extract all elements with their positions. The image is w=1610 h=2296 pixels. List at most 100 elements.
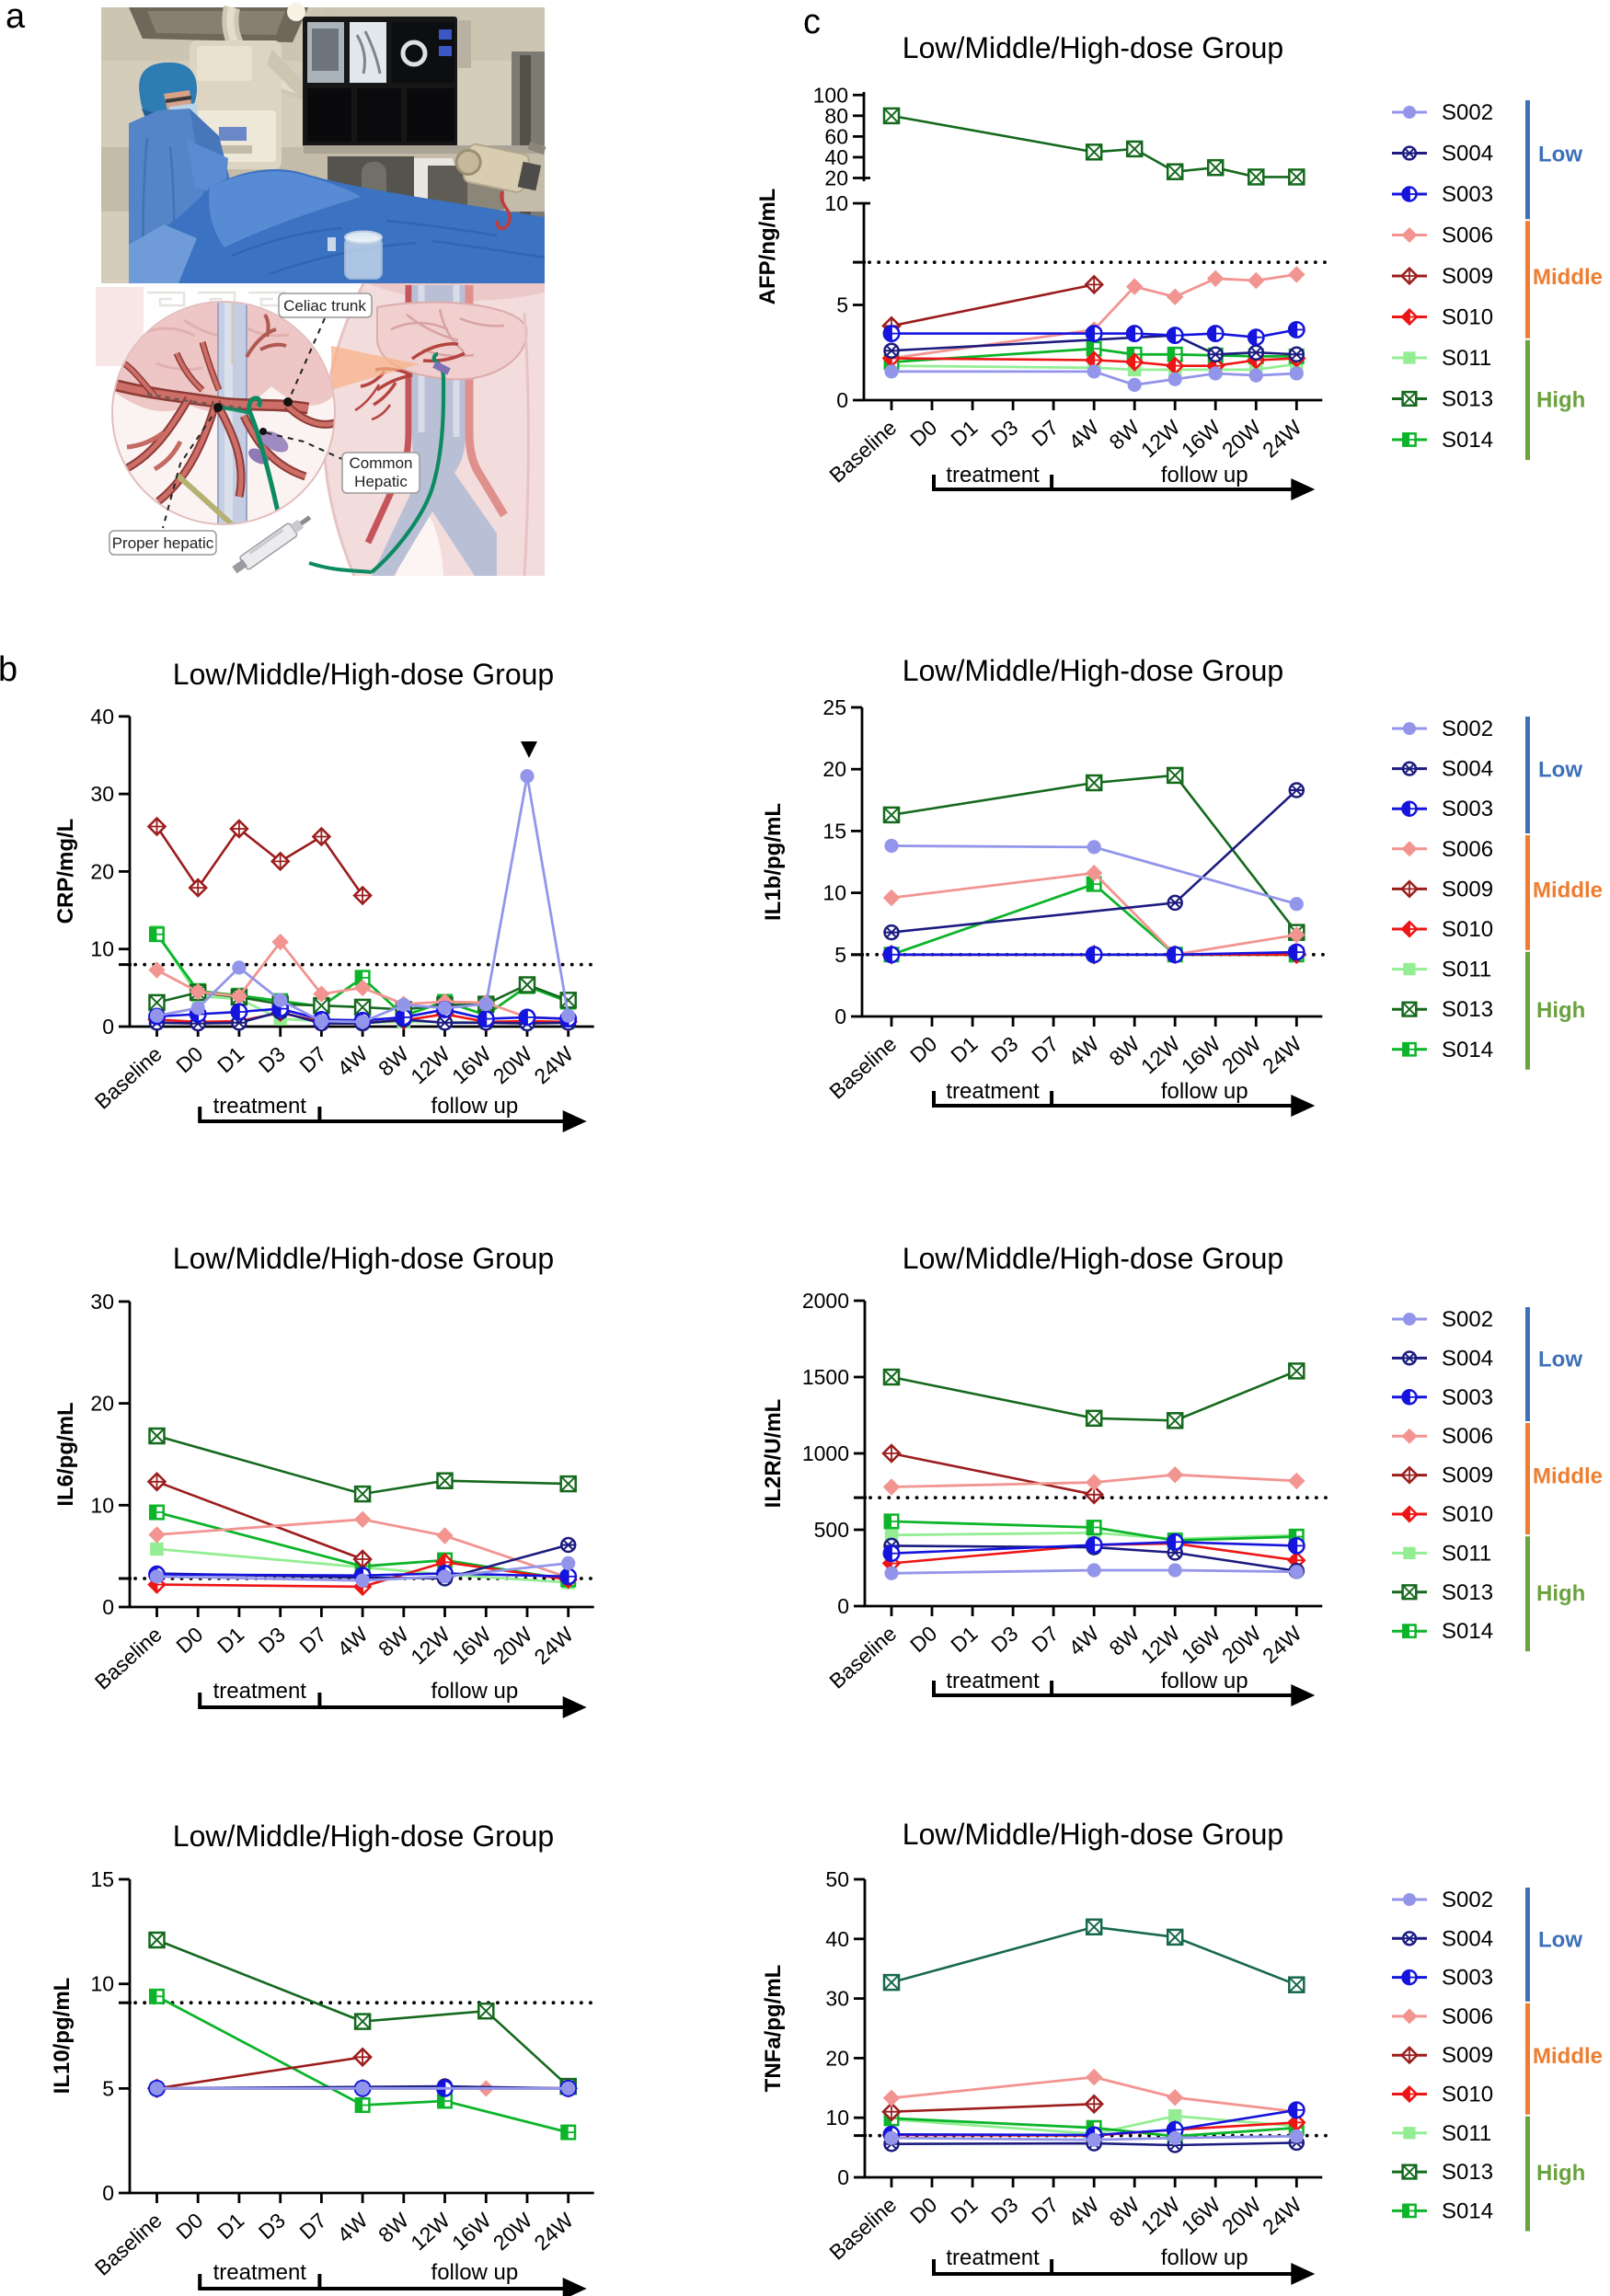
svg-text:S003: S003 [1442,1385,1493,1410]
svg-text:Low/Middle/High-dose Group: Low/Middle/High-dose Group [903,31,1283,64]
svg-text:S009: S009 [1442,2043,1493,2068]
svg-text:5: 5 [836,293,848,317]
svg-text:S006: S006 [1442,224,1493,248]
svg-text:a: a [6,0,26,36]
svg-text:IL6/pg/mL: IL6/pg/mL [53,1402,78,1506]
svg-text:treatment: treatment [946,1669,1040,1693]
svg-text:S003: S003 [1442,797,1493,821]
svg-text:500: 500 [814,1518,849,1542]
svg-text:Low/Middle/High-dose Group: Low/Middle/High-dose Group [173,658,554,691]
svg-text:2000: 2000 [802,1289,849,1313]
svg-text:follow up: follow up [431,1094,519,1119]
svg-text:10: 10 [90,937,114,961]
svg-text:S014: S014 [1442,428,1493,453]
svg-text:High: High [1536,1581,1585,1606]
svg-text:TNFa/pg/mL: TNFa/pg/mL [761,1965,786,2093]
svg-text:80: 80 [824,104,848,128]
svg-text:0: 0 [102,1015,114,1039]
svg-text:Low: Low [1538,1347,1582,1372]
svg-text:S011: S011 [1442,346,1491,371]
svg-text:High: High [1536,2161,1585,2186]
svg-text:S013: S013 [1442,387,1493,412]
svg-text:50: 50 [825,1867,849,1891]
svg-text:S011: S011 [1442,1541,1491,1566]
svg-text:S010: S010 [1442,305,1493,330]
svg-text:S002: S002 [1442,1307,1493,1332]
svg-text:Hepatic: Hepatic [354,473,408,490]
svg-text:Low/Middle/High-dose Group: Low/Middle/High-dose Group [173,1242,554,1275]
svg-text:S002: S002 [1442,100,1493,125]
svg-text:treatment: treatment [213,2260,307,2285]
svg-text:0: 0 [837,2165,849,2189]
svg-text:10: 10 [90,1972,114,1996]
svg-text:Low/Middle/High-dose Group: Low/Middle/High-dose Group [903,1818,1283,1851]
svg-text:CRP/mg/L: CRP/mg/L [53,819,78,924]
svg-text:b: b [0,650,17,689]
svg-text:IL2R/U/mL: IL2R/U/mL [761,1399,786,1509]
svg-text:treatment: treatment [213,1094,307,1119]
svg-text:follow up: follow up [1161,2245,1248,2270]
svg-text:20: 20 [825,2046,849,2070]
svg-text:Middle: Middle [1533,265,1603,290]
svg-text:15: 15 [822,819,846,843]
svg-text:S009: S009 [1442,264,1493,289]
svg-text:40: 40 [825,1927,849,1951]
svg-text:1000: 1000 [802,1441,849,1465]
svg-text:S002: S002 [1442,1888,1493,1912]
svg-text:S003: S003 [1442,1966,1493,1991]
svg-text:S014: S014 [1442,1619,1493,1644]
svg-text:100: 100 [813,83,848,107]
svg-text:S014: S014 [1442,1038,1493,1062]
svg-text:30: 30 [825,1987,849,2011]
svg-text:S010: S010 [1442,917,1493,942]
svg-text:S006: S006 [1442,1424,1493,1449]
svg-text:S010: S010 [1442,2083,1493,2107]
svg-text:follow up: follow up [1161,1079,1248,1104]
svg-text:S013: S013 [1442,2160,1493,2185]
svg-text:5: 5 [102,2076,114,2100]
svg-text:S006: S006 [1442,2004,1493,2029]
svg-text:0: 0 [102,1595,114,1619]
svg-text:20: 20 [822,757,846,781]
svg-text:20: 20 [90,859,114,883]
svg-text:40: 40 [90,705,114,729]
svg-text:follow up: follow up [1161,463,1248,488]
svg-text:Celiac trunk: Celiac trunk [283,297,366,315]
svg-text:10: 10 [90,1493,114,1517]
svg-text:Middle: Middle [1533,1464,1603,1489]
svg-text:S002: S002 [1442,717,1493,741]
svg-text:S006: S006 [1442,837,1493,862]
svg-text:15: 15 [90,1867,114,1891]
svg-text:Low: Low [1538,758,1582,783]
svg-text:Low/Middle/High-dose Group: Low/Middle/High-dose Group [903,654,1283,687]
svg-text:0: 0 [102,2181,114,2205]
svg-text:S011: S011 [1442,958,1491,982]
svg-text:5: 5 [834,943,846,967]
svg-text:treatment: treatment [946,1079,1040,1104]
svg-text:S004: S004 [1442,757,1493,782]
svg-text:10: 10 [822,881,846,905]
svg-text:treatment: treatment [946,463,1040,488]
svg-text:follow up: follow up [431,1679,519,1704]
svg-text:S003: S003 [1442,182,1493,207]
svg-text:40: 40 [824,145,848,169]
svg-text:20: 20 [824,166,848,190]
svg-text:30: 30 [90,782,114,806]
svg-text:0: 0 [836,388,848,412]
svg-text:S004: S004 [1442,1346,1493,1371]
svg-text:Low/Middle/High-dose Group: Low/Middle/High-dose Group [903,1242,1283,1275]
svg-text:S009: S009 [1442,877,1493,901]
svg-text:c: c [803,3,821,41]
svg-text:S009: S009 [1442,1464,1493,1488]
svg-text:Low: Low [1538,143,1582,167]
svg-text:High: High [1536,998,1585,1023]
svg-text:Low/Middle/High-dose Group: Low/Middle/High-dose Group [173,1820,554,1853]
svg-text:S004: S004 [1442,1926,1493,1951]
svg-text:60: 60 [824,124,848,148]
svg-text:IL1b/pg/mL: IL1b/pg/mL [761,803,786,921]
svg-text:10: 10 [825,2106,849,2130]
svg-text:treatment: treatment [946,2245,1040,2270]
svg-text:treatment: treatment [213,1679,307,1704]
svg-text:Common: Common [350,454,413,472]
svg-text:Proper hepatic: Proper hepatic [112,534,214,552]
